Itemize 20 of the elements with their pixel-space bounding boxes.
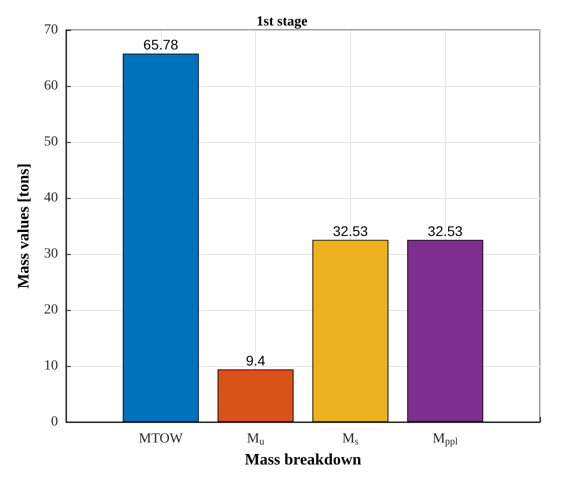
bar <box>218 369 294 422</box>
y-tick-label: 0 <box>51 414 58 430</box>
y-tick-label: 20 <box>44 302 58 318</box>
data-label: 9.4 <box>246 352 266 368</box>
data-label: 65.78 <box>143 36 179 53</box>
bar <box>407 240 484 422</box>
y-tick-label: 30 <box>44 246 58 262</box>
y-tick-label: 40 <box>44 190 58 206</box>
y-tick-label: 50 <box>44 134 58 150</box>
x-tick-label: MTOW <box>138 432 184 446</box>
chart-title: 1st stage <box>256 14 308 30</box>
data-label: 32.53 <box>332 222 368 239</box>
bar <box>122 54 199 422</box>
y-axis-title: Mass values [tons] <box>16 163 32 289</box>
data-label: 32.53 <box>428 222 463 239</box>
y-tick-label: 10 <box>44 358 58 374</box>
x-axis-title: Mass breakdown <box>244 452 362 468</box>
y-tick-label: 60 <box>44 78 58 94</box>
y-tick-label: 70 <box>44 22 58 38</box>
bar <box>312 240 388 422</box>
